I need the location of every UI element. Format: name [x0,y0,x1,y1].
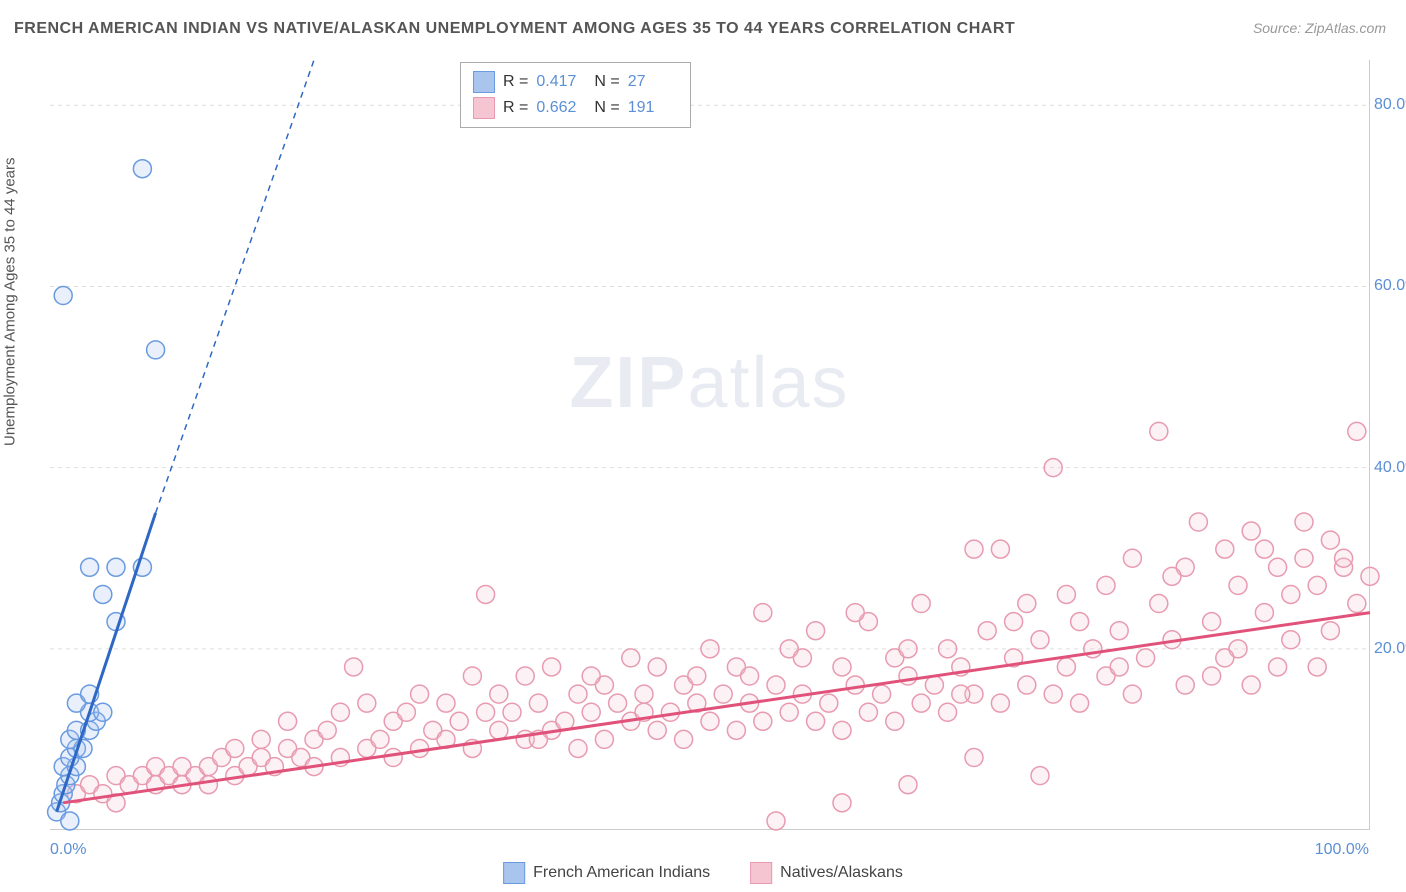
y-axis-label: Unemployment Among Ages 35 to 44 years [2,157,19,446]
stat-r-value: 0.662 [536,99,586,117]
stat-n-value: 27 [628,73,678,91]
legend-label: French American Indians [533,864,710,882]
legend-item: French American Indians [503,862,710,884]
stat-n-label: N = [594,73,619,91]
stat-n-label: N = [594,99,619,117]
stat-n-value: 191 [628,99,678,117]
legend-item: Natives/Alaskans [750,862,903,884]
legend-swatch [750,862,772,884]
legend-stats-box: R = 0.417 N = 27 R = 0.662 N = 191 [460,62,691,128]
legend-bottom: French American Indians Natives/Alaskans [503,862,903,884]
y-tick: 40.0% [1374,459,1406,477]
legend-stats-row: R = 0.417 N = 27 [473,69,678,95]
correlation-chart: FRENCH AMERICAN INDIAN VS NATIVE/ALASKAN… [0,0,1406,892]
y-tick: 60.0% [1374,277,1406,295]
y-tick: 20.0% [1374,640,1406,658]
x-tick-max: 100.0% [1315,841,1369,859]
x-tick-min: 0.0% [50,841,86,859]
stat-r-value: 0.417 [536,73,586,91]
chart-title: FRENCH AMERICAN INDIAN VS NATIVE/ALASKAN… [14,20,1015,38]
plot-svg [50,60,1369,829]
stat-r-label: R = [503,99,528,117]
legend-swatch [503,862,525,884]
legend-swatch [473,71,495,93]
legend-label: Natives/Alaskans [780,864,903,882]
legend-stats-row: R = 0.662 N = 191 [473,95,678,121]
plot-area: ZIPatlas 0.0% 100.0% 20.0%40.0%60.0%80.0… [50,60,1370,830]
y-tick: 80.0% [1374,96,1406,114]
source-attribution: Source: ZipAtlas.com [1253,20,1386,36]
legend-swatch [473,97,495,119]
stat-r-label: R = [503,73,528,91]
